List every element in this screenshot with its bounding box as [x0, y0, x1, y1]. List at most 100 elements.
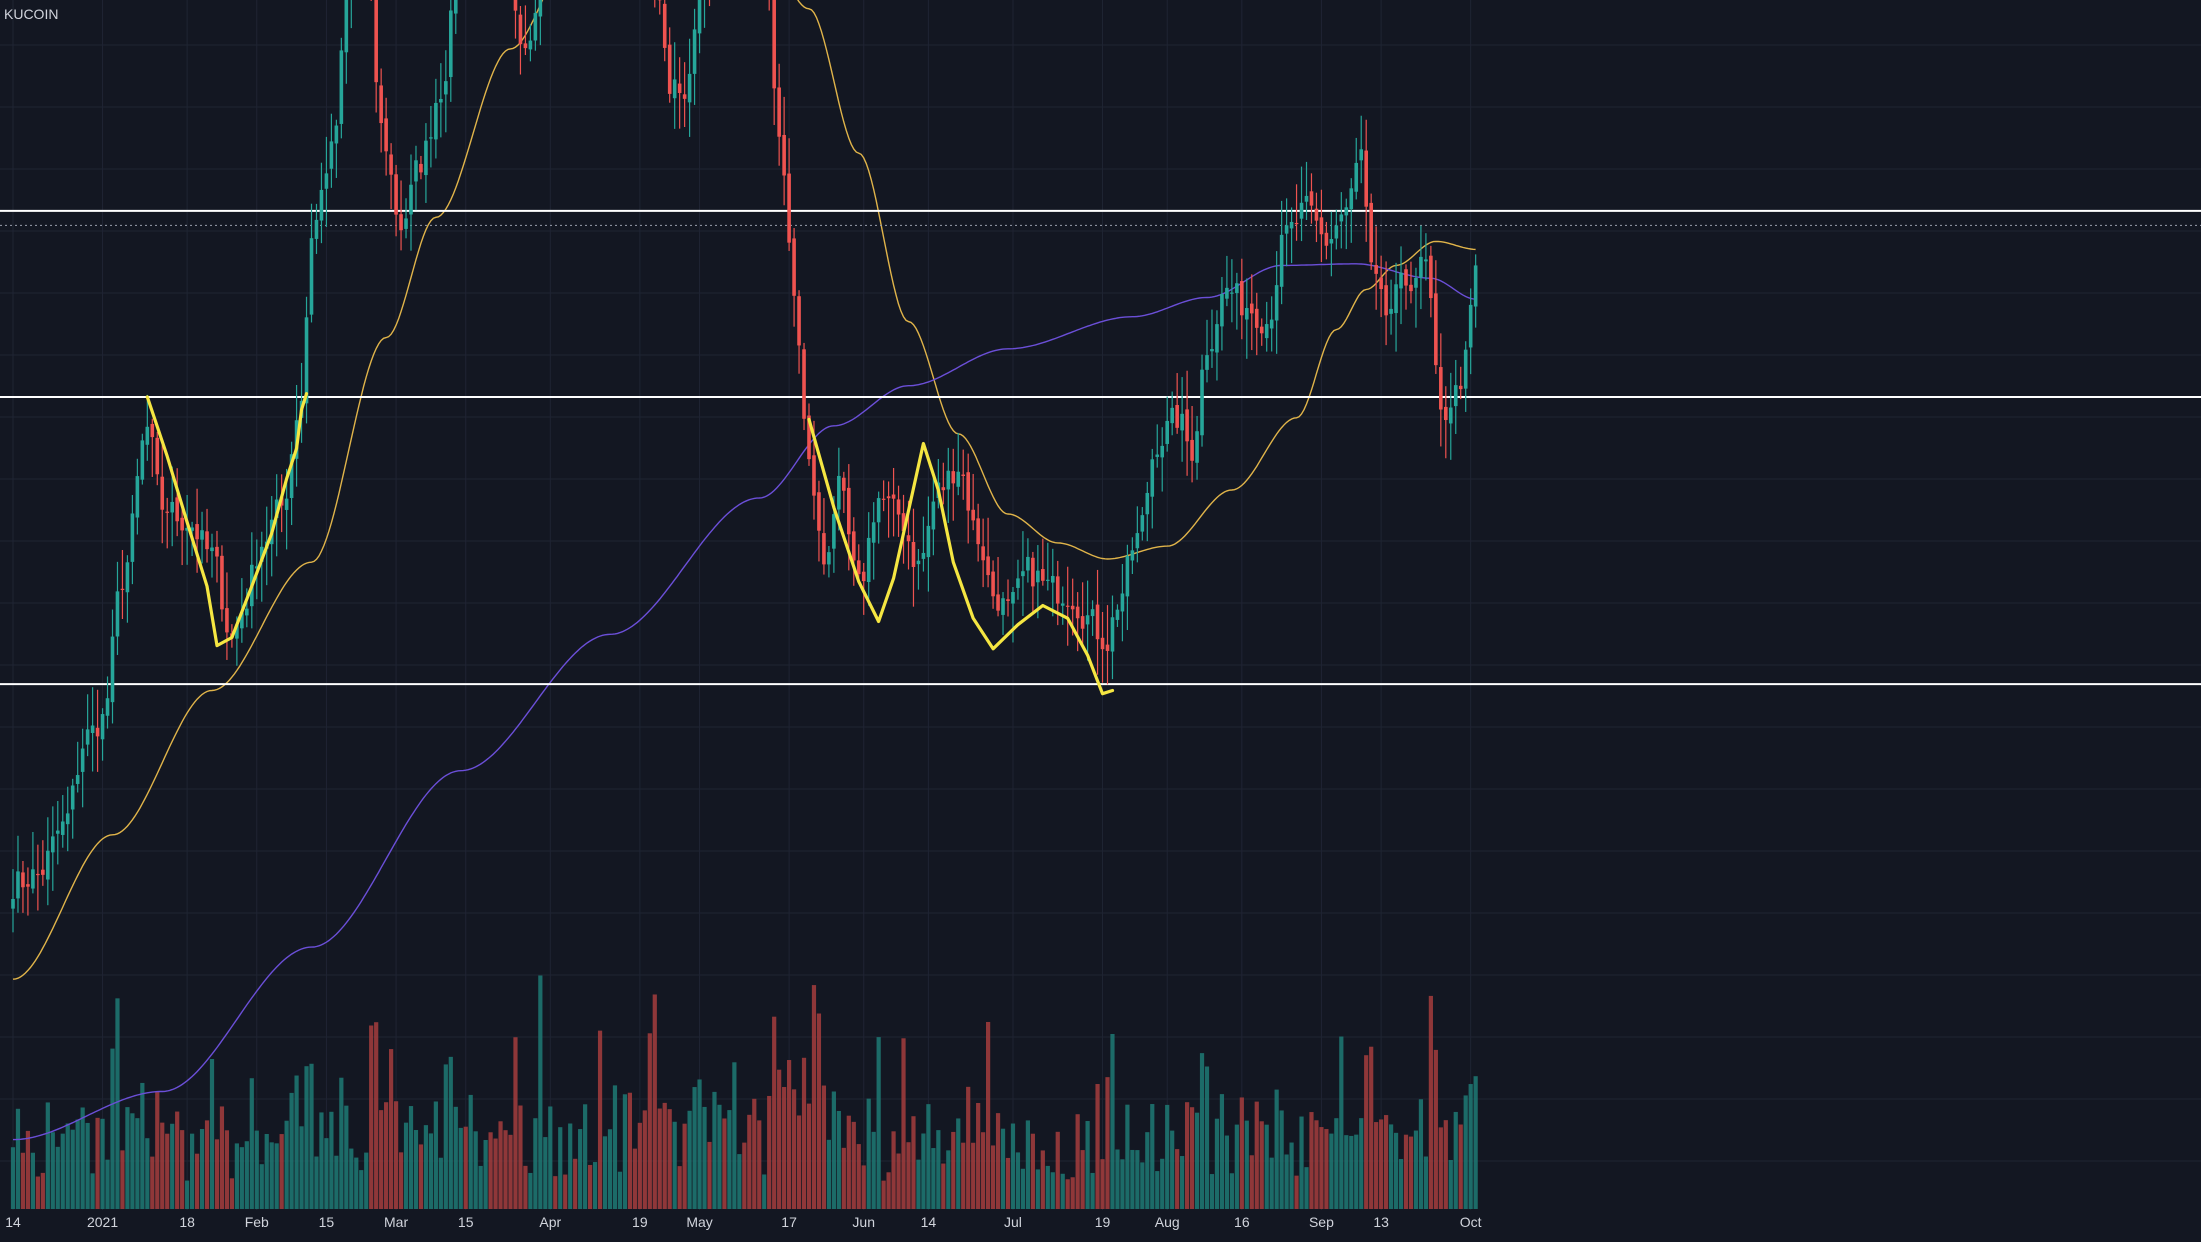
- volume-bar: [583, 1104, 587, 1209]
- candle-body: [857, 560, 861, 574]
- volume-bar: [170, 1124, 174, 1209]
- volume-bar: [1061, 1174, 1065, 1209]
- volume-bar: [862, 1165, 866, 1209]
- candle-body: [1051, 576, 1055, 583]
- candle-body: [961, 475, 965, 476]
- candle-body: [1409, 285, 1413, 291]
- volume-bar: [424, 1125, 428, 1209]
- candle-body: [1270, 320, 1274, 329]
- candle-body: [1215, 324, 1219, 352]
- candle-body: [389, 154, 393, 174]
- volume-bar: [454, 1107, 458, 1209]
- candle-body: [991, 572, 995, 597]
- candle-body: [1399, 273, 1403, 289]
- candle-body: [111, 637, 115, 703]
- candle-body: [41, 870, 45, 875]
- candle-body: [787, 174, 791, 243]
- candle-body: [922, 553, 926, 559]
- volume-bar: [1349, 1136, 1353, 1209]
- candle-body: [1434, 293, 1438, 365]
- candle-body: [1076, 607, 1080, 619]
- candle-body: [61, 821, 65, 834]
- volume-bar: [767, 1096, 771, 1209]
- candle-body: [912, 542, 916, 567]
- candle-body: [1404, 269, 1408, 285]
- candle-body: [325, 173, 329, 188]
- candle-body: [175, 497, 179, 521]
- volume-bar: [1160, 1159, 1164, 1209]
- volume-bar: [792, 1089, 796, 1209]
- candle-body: [434, 103, 438, 139]
- volume-bar: [155, 1092, 159, 1209]
- volume-bar: [299, 1126, 303, 1209]
- candle-body: [439, 99, 443, 102]
- candle-body: [1414, 278, 1418, 288]
- volume-bar: [265, 1134, 269, 1209]
- volume-bar: [429, 1133, 433, 1209]
- candle-body: [514, 0, 518, 11]
- candle-body: [31, 869, 35, 888]
- volume-bar: [1036, 1169, 1040, 1209]
- volume-bar: [255, 1131, 259, 1209]
- candle-body: [1429, 256, 1433, 298]
- candle-body: [877, 498, 881, 522]
- candle-body: [1305, 196, 1309, 202]
- volume-bar: [692, 1087, 696, 1209]
- candle-body: [947, 471, 951, 490]
- volume-bar: [414, 1130, 418, 1209]
- candle-body: [1155, 455, 1159, 457]
- volume-bar: [240, 1147, 244, 1209]
- volume-bar: [449, 1057, 453, 1209]
- volume-bar: [165, 1134, 169, 1209]
- candle-body: [1026, 557, 1030, 571]
- volume-bar: [712, 1092, 716, 1209]
- volume-bar: [359, 1170, 363, 1209]
- candle-body: [131, 513, 135, 561]
- candle-body: [424, 141, 428, 175]
- volume-bar: [16, 1109, 20, 1209]
- candle-body: [1086, 615, 1090, 624]
- volume-bar: [304, 1066, 308, 1209]
- volume-bar: [200, 1129, 204, 1209]
- volume-bar: [857, 1144, 861, 1209]
- volume-bar: [538, 976, 542, 1209]
- volume-bar: [1031, 1134, 1035, 1209]
- volume-bar: [36, 1177, 40, 1209]
- volume-bar: [364, 1153, 368, 1209]
- volume-bar: [906, 1142, 910, 1209]
- volume-bar: [389, 1049, 393, 1209]
- candle-body: [663, 4, 667, 48]
- candle-body: [379, 85, 383, 123]
- candle-body: [81, 749, 85, 772]
- candle-body: [867, 538, 871, 582]
- candle-body: [285, 499, 289, 510]
- candle-body: [1449, 408, 1453, 424]
- candle-body: [1185, 409, 1189, 441]
- volume-bar: [1414, 1131, 1418, 1209]
- x-tick-label: Aug: [1155, 1214, 1180, 1230]
- candle-body: [951, 471, 955, 483]
- volume-bar: [324, 1138, 328, 1209]
- volume-bar: [225, 1130, 229, 1209]
- volume-bar: [1125, 1105, 1129, 1209]
- volume-bar: [115, 998, 119, 1209]
- volume-bar: [1314, 1120, 1318, 1209]
- volume-bar: [936, 1130, 940, 1209]
- candle-body: [1394, 284, 1398, 313]
- candle-body: [1011, 592, 1015, 604]
- x-tick-label: May: [686, 1214, 712, 1230]
- volume-bar: [464, 1127, 468, 1209]
- candle-body: [160, 477, 164, 510]
- candle-body: [698, 0, 702, 33]
- x-tick-label: 15: [319, 1214, 335, 1230]
- volume-bar: [1459, 1125, 1463, 1209]
- candle-body: [1290, 222, 1294, 228]
- candle-body: [220, 556, 224, 610]
- volume-bar: [1110, 1034, 1114, 1209]
- x-tick-label: Apr: [539, 1214, 561, 1230]
- candle-body: [1330, 239, 1334, 243]
- volume-bar: [1240, 1097, 1244, 1209]
- volume-bar: [250, 1078, 254, 1209]
